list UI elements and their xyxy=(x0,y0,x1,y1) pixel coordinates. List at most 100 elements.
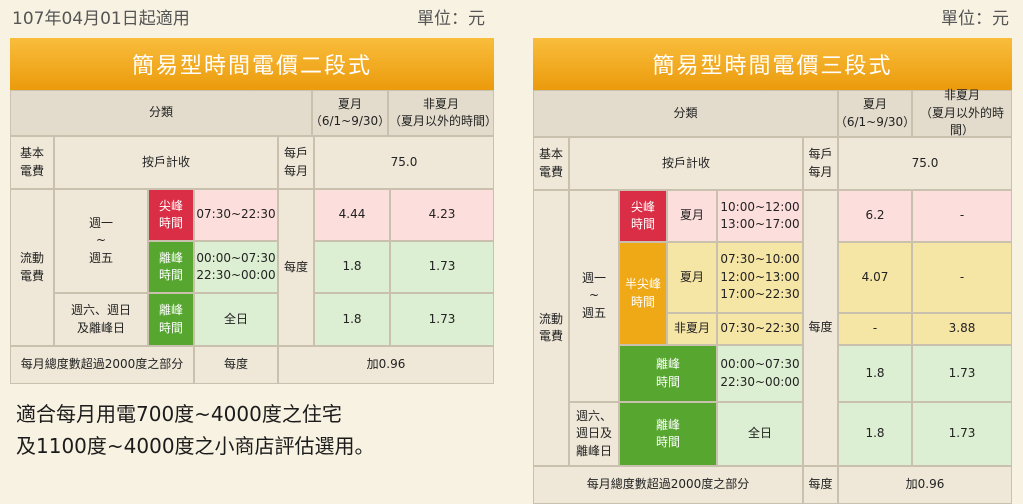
header-category: 分類 xyxy=(533,90,838,137)
offpeak-summer-rate: 1.8 xyxy=(838,345,912,402)
weekend-summer-rate: 1.8 xyxy=(314,293,390,346)
weekend-summer-rate-text: 1.8 xyxy=(342,311,362,326)
flow-fee-label-text: 流動 電費 xyxy=(19,251,44,283)
header-summer: 夏月 （6/1~9/30） xyxy=(310,90,390,136)
unit-label-left: 單位：元 xyxy=(417,9,485,29)
per-household-label-text: 按戶計收 xyxy=(141,154,190,169)
excess-label: 每月總度數超過2000度之部分 xyxy=(533,466,803,504)
note-line-2: 及1100度~4000度之小商店評估選用。 xyxy=(16,434,375,458)
excess-label-text: 每月總度數超過2000度之部分 xyxy=(586,477,750,492)
offpeak-nonsummer-rate-text: 1.73 xyxy=(428,259,456,274)
header-summer-line-2: （6/1~9/30） xyxy=(834,114,916,129)
weekend-offpeak-label-text: 離峰 時間 xyxy=(158,303,183,335)
peak-time-text: 07:30~22:30 xyxy=(196,207,276,222)
offpeak-label-text: 離峰 時間 xyxy=(158,250,183,282)
weekend-nonsummer-rate: 1.73 xyxy=(390,293,494,346)
semi-nonsummer-nonsummer-rate-text: 3.88 xyxy=(948,321,976,336)
semi-nonsummer-season-label-text: 非夏月 xyxy=(673,321,710,336)
basic-fee-label: 基本 電費 xyxy=(533,137,569,190)
basic-fee-value: 75.0 xyxy=(314,136,494,189)
per-degree-label-text: 每度 xyxy=(283,259,308,274)
offpeak-nonsummer-rate-text: 1.73 xyxy=(948,365,976,380)
peak-nonsummer-rate: - xyxy=(912,190,1012,242)
weekend-all-day: 全日 xyxy=(717,402,803,466)
basic-fee-value-text: 75.0 xyxy=(390,154,418,169)
weekend-summer-rate: 1.8 xyxy=(838,402,912,466)
peak-summer-rate: 6.2 xyxy=(838,190,912,242)
header-nonsummer: 非夏月 （夏月以外的時間） xyxy=(388,90,497,136)
header-nonsummer: 非夏月 （夏月以外的時間） xyxy=(912,88,1012,138)
table-title: 簡易型時間電價二段式 xyxy=(10,38,494,90)
weekend-all-day: 全日 xyxy=(194,293,278,346)
weekend-nonsummer-rate-text: 1.73 xyxy=(948,426,976,441)
per-household-month-label: 每戶 每月 xyxy=(803,137,838,190)
peak-time: 10:00~12:00 13:00~17:00 xyxy=(717,190,803,242)
weekday-label: 週一 ~ 週五 xyxy=(54,189,148,293)
peak-season-label: 夏月 xyxy=(667,190,717,242)
weekend-offpeak-label: 離峰 時間 xyxy=(148,293,194,346)
offpeak-nonsummer-rate: 1.73 xyxy=(390,241,494,293)
three-tier-rate-table: 簡易型時間電價三段式 分類 夏月 （6/1~9/30） 非夏月 （夏月以外的時間） 基本 電… xyxy=(533,38,1012,504)
excess-label: 每月總度數超過2000度之部分 xyxy=(10,346,194,384)
peak-label-text: 尖峰 時間 xyxy=(158,198,183,230)
peak-summer-rate-text: 4.44 xyxy=(338,207,366,222)
per-household-month-label: 每戶 每月 xyxy=(278,136,314,189)
excess-value: 加0.96 xyxy=(838,466,1012,504)
excess-value-text: 加0.96 xyxy=(905,477,945,492)
offpeak-label-text: 離峰 時間 xyxy=(655,357,680,389)
weekend-label-text: 週六、週日 及離峰日 xyxy=(70,303,131,335)
offpeak-summer-rate-text: 1.8 xyxy=(342,259,362,274)
semi-summer-nonsummer-rate: - xyxy=(912,242,1012,313)
peak-nonsummer-rate-text: 4.23 xyxy=(428,207,456,222)
header-nonsummer-line-2: （夏月以外的時間） xyxy=(919,105,1004,138)
weekend-label: 週六、 週日及 離峰日 xyxy=(569,402,619,466)
basic-fee-value-text: 75.0 xyxy=(911,155,939,170)
semi-summer-summer-rate: 4.07 xyxy=(838,242,912,313)
per-household-label-text: 按戶計收 xyxy=(661,155,710,170)
peak-label: 尖峰 時間 xyxy=(148,189,194,241)
header-summer-line-1: 夏月 xyxy=(862,97,887,112)
per-degree-label-text: 每度 xyxy=(808,320,833,335)
weekend-all-day-text: 全日 xyxy=(747,426,772,441)
header-summer: 夏月 （6/1~9/30） xyxy=(834,90,916,137)
offpeak-time-text: 00:00~07:30 22:30~00:00 xyxy=(720,357,800,389)
excess-unit-text: 每度 xyxy=(223,357,248,372)
weekday-label: 週一 ~ 週五 xyxy=(569,190,619,402)
peak-nonsummer-rate: 4.23 xyxy=(390,189,494,241)
weekend-nonsummer-rate: 1.73 xyxy=(912,402,1012,466)
offpeak-time: 00:00~07:30 22:30~00:00 xyxy=(194,241,278,293)
weekend-nonsummer-rate-text: 1.73 xyxy=(428,311,456,326)
weekday-label-text: 週一 ~ 週五 xyxy=(88,215,113,265)
semi-summer-nonsummer-rate-text: - xyxy=(959,269,965,284)
per-household-month-label-text: 每戶 每月 xyxy=(283,146,308,178)
semi-nonsummer-time-text: 07:30~22:30 xyxy=(720,321,800,336)
header-category-text: 分類 xyxy=(148,105,173,120)
offpeak-nonsummer-rate: 1.73 xyxy=(912,345,1012,402)
offpeak-summer-rate-text: 1.8 xyxy=(865,365,885,380)
offpeak-label: 離峰 時間 xyxy=(148,241,194,293)
semi-nonsummer-nonsummer-rate: 3.88 xyxy=(912,313,1012,345)
weekend-offpeak-label: 離峰 時間 xyxy=(619,402,717,466)
basic-fee-label-text: 基本 電費 xyxy=(538,147,563,179)
effective-date: 107年04月01日起適用 xyxy=(12,9,190,29)
peak-time: 07:30~22:30 xyxy=(194,189,278,241)
peak-nonsummer-rate-text: - xyxy=(959,208,965,223)
header-nonsummer-line-1: 非夏月 xyxy=(943,88,980,103)
peak-label-text: 尖峰 時間 xyxy=(630,199,655,231)
offpeak-label: 離峰 時間 xyxy=(619,345,717,402)
excess-value-text: 加0.96 xyxy=(366,357,406,372)
semi-summer-time-text: 07:30~10:00 12:00~13:00 17:00~22:30 xyxy=(720,252,800,302)
excess-unit: 每度 xyxy=(803,466,838,504)
per-household-label: 按戶計收 xyxy=(54,136,278,189)
header-nonsummer-line-1: 非夏月 xyxy=(422,96,459,111)
flow-fee-label: 流動 電費 xyxy=(10,189,54,346)
note-line-1: 適合每月用電700度~4000度之住宅 xyxy=(16,402,342,426)
flow-fee-label: 流動 電費 xyxy=(533,190,569,466)
semi-nonsummer-time: 07:30~22:30 xyxy=(717,313,803,345)
excess-label-text: 每月總度數超過2000度之部分 xyxy=(20,357,184,372)
semi-nonsummer-season-label: 非夏月 xyxy=(667,313,717,345)
semi-peak-label-text: 半尖峰 時間 xyxy=(624,277,661,309)
peak-label: 尖峰 時間 xyxy=(619,190,667,242)
offpeak-time: 00:00~07:30 22:30~00:00 xyxy=(717,345,803,402)
basic-fee-label: 基本 電費 xyxy=(10,136,54,189)
